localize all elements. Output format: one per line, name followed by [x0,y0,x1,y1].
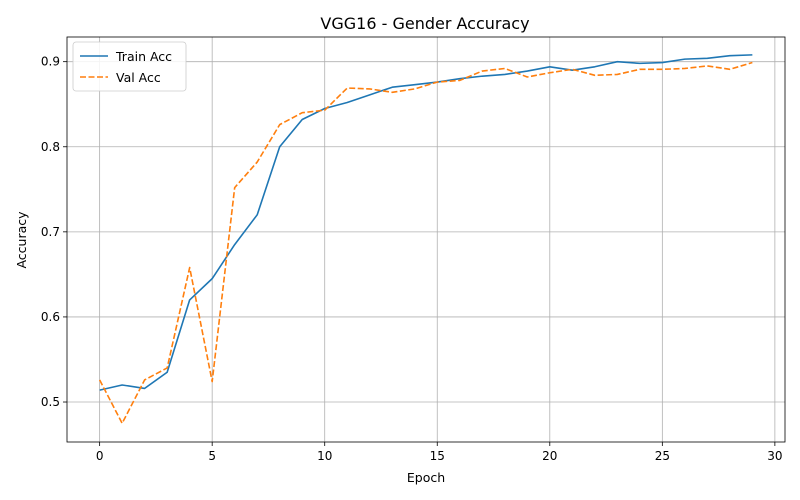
y-tick-label: 0.9 [41,55,60,69]
grid-lines [67,37,785,442]
x-tick-label: 5 [208,449,216,463]
x-axis-ticks: 0 5 10 15 20 25 30 [96,442,783,463]
series-lines [98,54,753,425]
chart-title: VGG16 - Gender Accuracy [320,14,529,33]
x-tick-label: 0 [96,449,104,463]
plot-frame [66,36,786,443]
legend: Train Acc Val Acc [72,41,187,92]
y-axis-ticks: 0.5 0.6 0.7 0.8 0.9 [41,55,67,409]
x-axis-label: Epoch [407,470,445,485]
y-tick-label: 0.6 [41,310,60,324]
x-tick-label: 20 [542,449,557,463]
x-tick-label: 25 [655,449,670,463]
y-tick-label: 0.8 [41,140,60,154]
series-line-val-acc [98,61,753,425]
y-tick-label: 0.7 [41,225,60,239]
x-tick-label: 30 [767,449,782,463]
x-tick-label: 15 [430,449,445,463]
series-line-train-acc [99,54,753,391]
y-tick-label: 0.5 [41,395,60,409]
y-axis-label: Accuracy [14,211,29,269]
x-tick-label: 10 [317,449,332,463]
legend-box [72,41,187,92]
legend-label-train-acc: Train Acc [115,49,172,64]
legend-label-val-acc: Val Acc [116,70,161,85]
